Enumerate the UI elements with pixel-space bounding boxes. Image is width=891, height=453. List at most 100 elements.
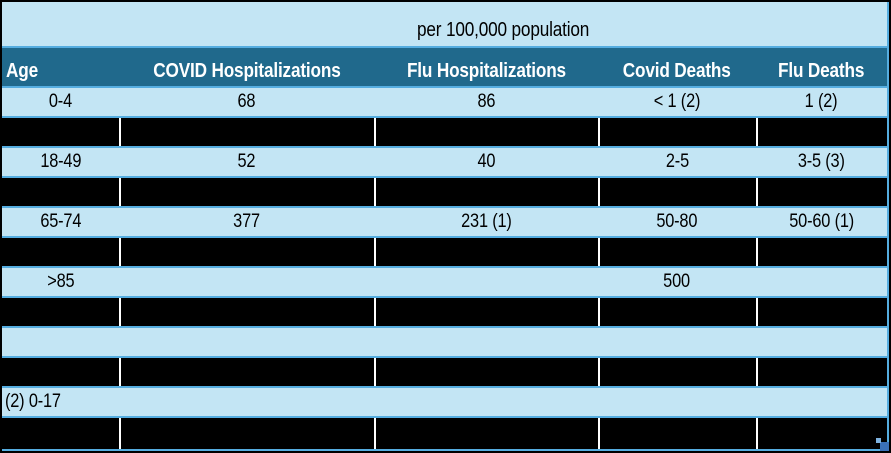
cell-value: < 1 (2)	[653, 91, 701, 112]
cell-value: 50-80	[656, 211, 698, 232]
cell-flu-hospitalizations[interactable]: 86	[374, 88, 598, 116]
cell-value: 231 (1)	[460, 211, 512, 232]
cell-flu-deaths[interactable]: 1 (2)	[756, 88, 887, 116]
cell-age[interactable]: 0-4	[2, 88, 119, 116]
redacted-cell[interactable]	[756, 358, 887, 386]
selection-fill-handle[interactable]	[876, 438, 889, 451]
empty-cell[interactable]	[756, 328, 887, 356]
cell-covid-deaths[interactable]: 500	[598, 268, 756, 296]
redacted-cell[interactable]	[756, 418, 887, 449]
header-label-flu-hospitalizations: Flu Hospitalizations	[406, 60, 566, 82]
table-row-redacted	[2, 178, 887, 208]
cell-covid-hospitalizations[interactable]	[119, 268, 374, 296]
cell-value: 65-74	[40, 211, 81, 232]
cell-value: 40	[477, 151, 495, 172]
cell-covid-hospitalizations[interactable]: 377	[119, 208, 374, 236]
table-row-redacted	[2, 118, 887, 148]
table-row-age-18-49: 18-49 52 40 2-5 3-5 (3)	[2, 148, 887, 178]
redacted-cell[interactable]	[2, 358, 119, 386]
header-cell-flu-hospitalizations[interactable]: Flu Hospitalizations	[374, 48, 598, 83]
cell-covid-deaths[interactable]: 2-5	[598, 148, 756, 176]
cell-value: 2-5	[665, 151, 689, 172]
cell-value: 50-60 (1)	[789, 211, 854, 232]
header-label-flu-deaths: Flu Deaths	[778, 60, 865, 82]
redacted-cell[interactable]	[756, 118, 887, 146]
redacted-cell[interactable]	[119, 358, 374, 386]
cell-age[interactable]: >85	[2, 268, 119, 296]
table-title: per 100,000 population	[416, 19, 590, 41]
redacted-cell[interactable]	[2, 238, 119, 266]
cell-age[interactable]: 18-49	[2, 148, 119, 176]
table-row-redacted	[2, 358, 887, 388]
cell-flu-hospitalizations[interactable]: 231 (1)	[374, 208, 598, 236]
empty-cell[interactable]	[2, 328, 119, 356]
redacted-cell[interactable]	[598, 118, 756, 146]
empty-cell[interactable]	[598, 328, 756, 356]
cell-covid-deaths[interactable]: < 1 (2)	[598, 88, 756, 116]
cell-value: 1 (2)	[805, 91, 838, 112]
table-row-footnote: (2) 0-17	[2, 388, 887, 418]
table-row-age-65-74: 65-74 377 231 (1) 50-80 50-60 (1)	[2, 208, 887, 238]
empty-cell[interactable]	[119, 328, 374, 356]
cell-value: 86	[477, 91, 495, 112]
redacted-cell[interactable]	[2, 298, 119, 326]
redacted-cell[interactable]	[119, 118, 374, 146]
footnote-text: (2) 0-17	[5, 391, 61, 412]
header-label-covid-hospitalizations: COVID Hospitalizations	[152, 60, 341, 82]
header-cell-covid-deaths[interactable]: Covid Deaths	[598, 48, 756, 83]
redacted-cell[interactable]	[119, 238, 374, 266]
redacted-cell[interactable]	[2, 178, 119, 206]
table-row-age-0-4: 0-4 68 86 < 1 (2) 1 (2)	[2, 88, 887, 118]
redacted-cell[interactable]	[756, 178, 887, 206]
cell-covid-hospitalizations[interactable]: 68	[119, 88, 374, 116]
redacted-cell[interactable]	[119, 178, 374, 206]
table-row-redacted	[2, 418, 887, 449]
table-header-row: Age COVID Hospitalizations Flu Hospitali…	[2, 48, 887, 88]
empty-cell[interactable]	[374, 328, 598, 356]
table-title-row: per 100,000 population	[2, 2, 887, 48]
redacted-cell[interactable]	[374, 298, 598, 326]
table-row-age-over-85: >85 500	[2, 268, 887, 298]
redacted-cell[interactable]	[374, 358, 598, 386]
header-label-age: Age	[6, 60, 38, 82]
cell-value: 52	[237, 151, 256, 172]
redacted-cell[interactable]	[598, 418, 756, 449]
redacted-cell[interactable]	[374, 118, 598, 146]
cell-flu-hospitalizations[interactable]: 40	[374, 148, 598, 176]
redacted-cell[interactable]	[374, 418, 598, 449]
redacted-cell[interactable]	[374, 238, 598, 266]
footnote-cell[interactable]: (2) 0-17	[2, 388, 887, 416]
header-cell-flu-deaths[interactable]: Flu Deaths	[756, 48, 887, 83]
cell-value: 0-4	[48, 91, 73, 112]
redacted-cell[interactable]	[598, 298, 756, 326]
redacted-cell[interactable]	[756, 238, 887, 266]
redacted-cell[interactable]	[374, 178, 598, 206]
cell-value: 3-5 (3)	[798, 151, 845, 172]
cell-flu-deaths[interactable]: 50-60 (1)	[756, 208, 887, 236]
cell-flu-hospitalizations[interactable]	[374, 268, 598, 296]
header-label-covid-deaths: Covid Deaths	[623, 60, 731, 82]
cell-flu-deaths[interactable]: 3-5 (3)	[756, 148, 887, 176]
redacted-cell[interactable]	[598, 178, 756, 206]
header-cell-age[interactable]: Age	[2, 48, 119, 83]
table-row-redacted	[2, 238, 887, 268]
redacted-cell[interactable]	[598, 358, 756, 386]
redacted-cell[interactable]	[756, 298, 887, 326]
cell-value: 500	[663, 271, 691, 292]
table-row-redacted	[2, 298, 887, 328]
header-cell-covid-hospitalizations[interactable]: COVID Hospitalizations	[119, 48, 374, 83]
cell-age[interactable]: 65-74	[2, 208, 119, 236]
cell-value: >85	[46, 271, 75, 292]
cell-flu-deaths[interactable]	[756, 268, 887, 296]
table-row-blank	[2, 328, 887, 358]
redacted-cell[interactable]	[2, 418, 119, 449]
cell-covid-deaths[interactable]: 50-80	[598, 208, 756, 236]
cell-value: 377	[233, 211, 260, 232]
redacted-cell[interactable]	[2, 118, 119, 146]
redacted-cell[interactable]	[119, 298, 374, 326]
redacted-cell[interactable]	[598, 238, 756, 266]
cell-covid-hospitalizations[interactable]: 52	[119, 148, 374, 176]
redacted-cell[interactable]	[119, 418, 374, 449]
